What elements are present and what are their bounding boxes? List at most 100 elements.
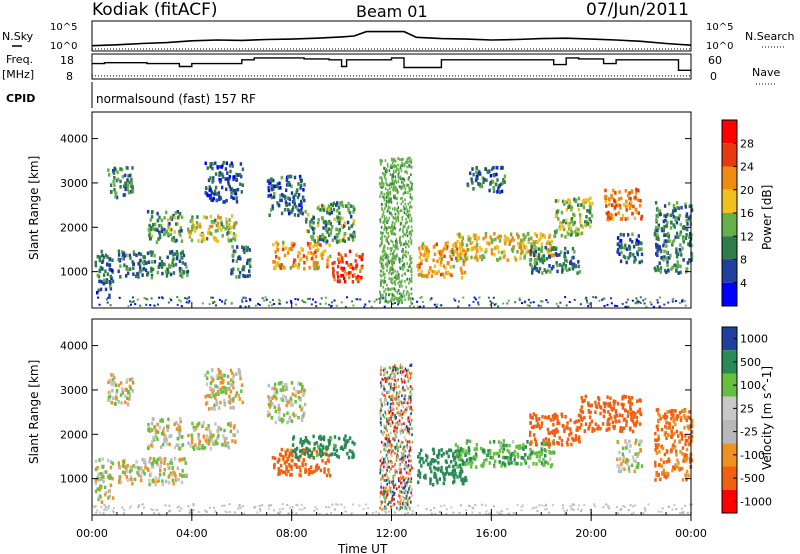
- echo-cell: [310, 235, 313, 239]
- echo-cell: [597, 396, 600, 400]
- echo-cell: [351, 452, 355, 456]
- ground-cell: [336, 503, 339, 506]
- echo-cell: [313, 239, 316, 243]
- echo-cell: [209, 162, 212, 166]
- echo-cell: [107, 168, 110, 172]
- echo-cell: [543, 442, 546, 447]
- echo-cell: [332, 201, 336, 206]
- echo-cell: [636, 250, 639, 255]
- echo-cell: [317, 223, 320, 228]
- echo-cell: [109, 274, 112, 279]
- noise-cell: [392, 188, 395, 192]
- echo-cell: [231, 164, 234, 168]
- echo-cell: [572, 222, 575, 227]
- echo-cell: [227, 237, 230, 241]
- echo-cell: [294, 448, 297, 452]
- ground-cell: [652, 305, 655, 308]
- noise-cell: [394, 289, 397, 292]
- echo-region: [616, 232, 644, 265]
- echo-cell: [589, 422, 592, 426]
- echo-cell: [267, 185, 270, 190]
- echo-cell: [574, 229, 577, 234]
- echo-cell: [337, 275, 340, 279]
- echo-cell: [533, 258, 537, 262]
- echo-cell: [111, 388, 114, 393]
- echo-cell: [150, 443, 153, 448]
- echo-cell: [121, 387, 124, 391]
- ground-cell: [402, 504, 404, 507]
- echo-cell: [99, 485, 102, 490]
- echo-cell: [164, 434, 168, 439]
- noise-cell: [380, 269, 382, 273]
- ground-cell: [186, 297, 189, 300]
- echo-cell: [94, 459, 98, 463]
- echo-cell: [675, 429, 679, 434]
- echo-cell: [244, 245, 247, 249]
- noise-cell: [393, 157, 396, 161]
- echo-cell: [133, 477, 137, 482]
- noise-cell: [407, 226, 409, 230]
- echo-cell: [158, 262, 161, 266]
- echo-cell: [273, 462, 276, 467]
- echo-cell: [452, 264, 455, 269]
- echo-cell: [240, 389, 243, 393]
- echo-cell: [322, 437, 326, 442]
- ground-cell: [477, 301, 480, 304]
- echo-cell: [443, 473, 446, 477]
- noise-cell: [380, 243, 382, 247]
- echo-cell: [627, 410, 630, 414]
- ground-cell: [540, 300, 543, 303]
- echo-cell: [110, 460, 113, 464]
- echo-cell: [659, 249, 663, 254]
- echo-cell: [124, 387, 127, 392]
- echo-cell: [674, 235, 677, 239]
- echo-cell: [274, 456, 277, 461]
- ground-cell: [111, 509, 114, 512]
- echo-cell: [588, 415, 592, 419]
- ground-cell: [507, 512, 510, 515]
- echo-cell: [208, 386, 212, 390]
- echo-cell: [657, 225, 660, 230]
- echo-cell: [575, 198, 578, 203]
- echo-cell: [497, 454, 501, 458]
- echo-cell: [225, 444, 229, 448]
- echo-cell: [546, 427, 550, 432]
- echo-cell: [498, 443, 502, 447]
- echo-cell: [301, 443, 304, 448]
- echo-cell: [612, 406, 615, 410]
- echo-cell: [272, 178, 275, 183]
- echo-cell: [269, 193, 272, 198]
- echo-cell: [430, 469, 433, 474]
- noise-cell: [391, 227, 394, 231]
- echo-cell: [221, 172, 224, 176]
- ground-cell: [289, 300, 292, 302]
- noise-cell: [385, 191, 388, 195]
- echo-cell: [502, 178, 505, 182]
- echo-cell: [101, 253, 104, 258]
- noise-cell: [386, 247, 389, 250]
- echo-cell: [483, 255, 486, 259]
- echo-cell: [106, 255, 109, 259]
- echo-cell: [567, 205, 570, 209]
- echo-cell: [180, 239, 184, 243]
- echo-cell: [571, 265, 575, 270]
- echo-cell: [627, 465, 631, 469]
- ground-scatter: [97, 296, 687, 308]
- echo-cell: [681, 452, 684, 456]
- ground-cell: [94, 505, 97, 508]
- echo-cell: [117, 383, 120, 388]
- echo-cell: [620, 196, 623, 201]
- noise-cell: [390, 174, 393, 177]
- echo-cell: [433, 471, 436, 476]
- echo-cell: [489, 440, 492, 444]
- echo-cell: [666, 433, 670, 437]
- echo-cell: [582, 205, 586, 210]
- ground-cell: [601, 298, 604, 301]
- echo-cell: [632, 415, 636, 419]
- noise-cell: [394, 255, 397, 258]
- ground-cell: [605, 503, 608, 506]
- colorbar-segment: [722, 189, 737, 213]
- echo-cell: [299, 473, 302, 478]
- ground-cell: [178, 299, 181, 302]
- echo-cell: [484, 247, 488, 252]
